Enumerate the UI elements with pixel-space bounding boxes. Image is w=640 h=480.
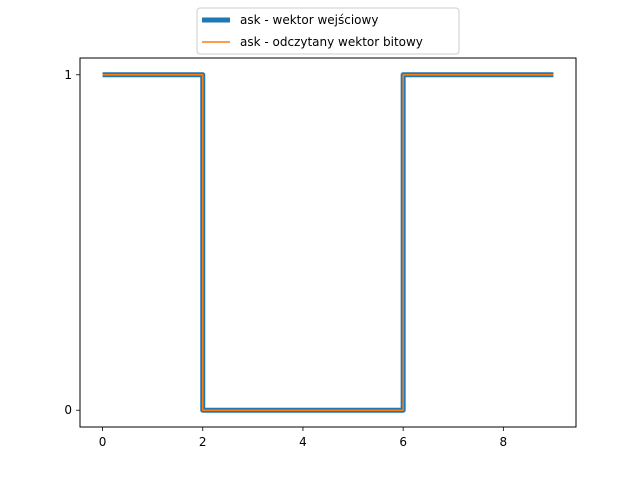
legend-label-2: ask - odczytany wektor bitowy bbox=[240, 35, 423, 49]
x-tick-label: 4 bbox=[299, 435, 307, 449]
y-tick-label: 0 bbox=[64, 403, 72, 417]
x-axis: 0 2 4 6 8 bbox=[99, 427, 507, 449]
legend-label-1: ask - wektor wejściowy bbox=[240, 13, 378, 27]
series-line-2 bbox=[102, 74, 554, 411]
legend-box bbox=[196, 7, 460, 55]
series-line-1 bbox=[102, 72, 554, 413]
y-tick-label: 1 bbox=[64, 68, 72, 82]
legend: ask - wektor wejściowy ask - odczytany we… bbox=[196, 7, 460, 55]
x-tick-label: 6 bbox=[399, 435, 407, 449]
x-tick-label: 2 bbox=[199, 435, 207, 449]
y-axis: 01 bbox=[64, 68, 80, 417]
series-layer bbox=[102, 72, 554, 413]
x-tick-label: 0 bbox=[99, 435, 107, 449]
x-tick-label: 8 bbox=[500, 435, 508, 449]
plot-area-frame bbox=[79, 57, 577, 428]
